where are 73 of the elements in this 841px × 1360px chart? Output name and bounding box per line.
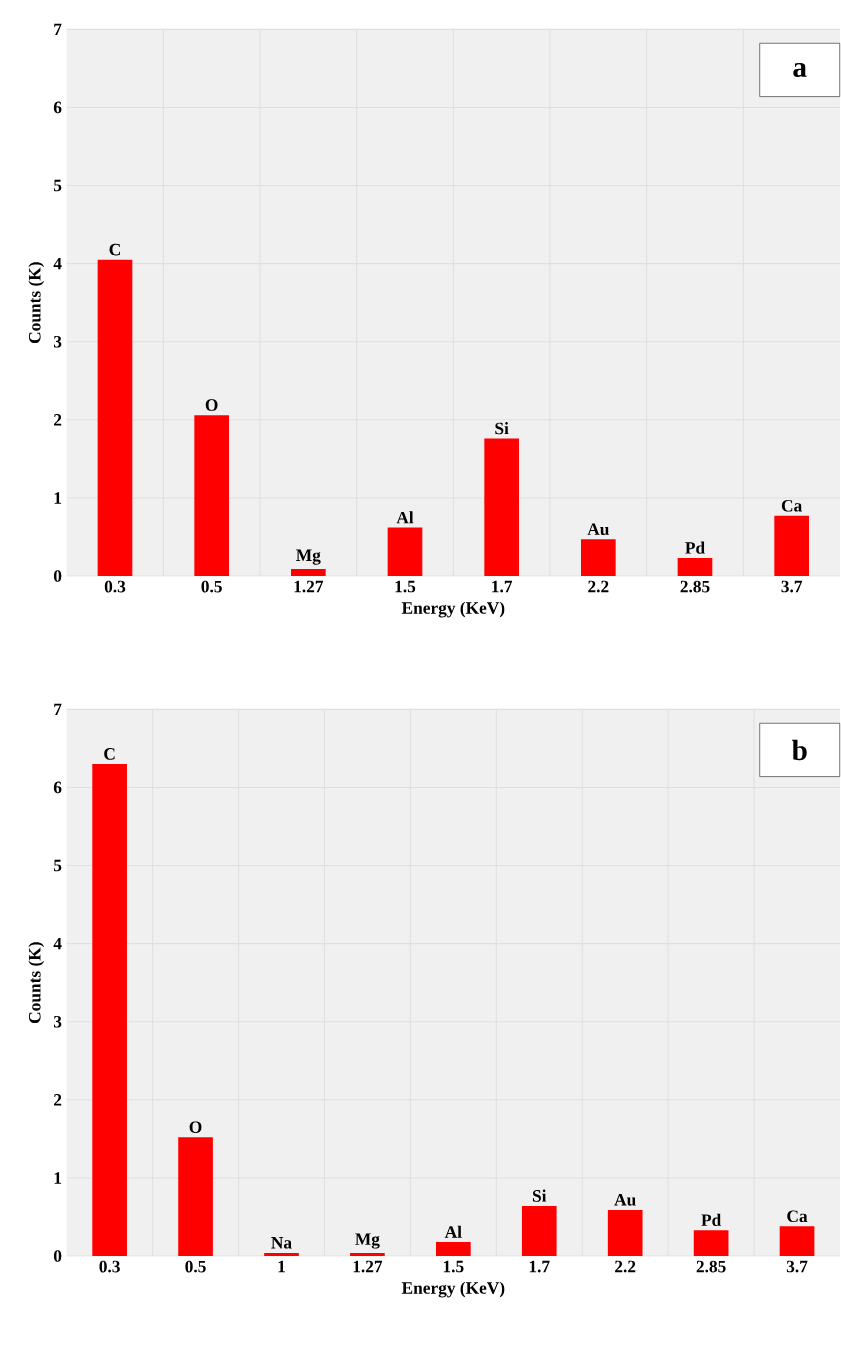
y-tick-label: 4	[53, 937, 62, 950]
y-tick-label: 5	[54, 859, 62, 872]
y-tick-label: 1	[54, 1172, 62, 1184]
x-tick-label: 2.2	[615, 1260, 636, 1273]
annotation: Ca	[782, 499, 803, 512]
y-axis-title: Counts (K)	[28, 942, 45, 1024]
annotation: Mg	[296, 549, 321, 565]
x-tick-label: 1.27	[294, 580, 324, 593]
x-tick-label: 1.7	[530, 1260, 550, 1273]
y-tick-label: 3	[54, 1015, 62, 1028]
x-tick-label: 3.7	[781, 580, 803, 593]
annotation: Na	[271, 1237, 293, 1249]
x-tick-label: 1.5	[444, 1260, 464, 1273]
y-tick-label: 2	[54, 1094, 62, 1106]
x-tick-label: 2.85	[680, 580, 710, 593]
x-axis-title: Energy (KeV)	[402, 1281, 505, 1298]
bar	[522, 1206, 557, 1256]
x-tick-label: 1.27	[353, 1260, 383, 1273]
y-tick-label: 7	[54, 23, 62, 36]
x-tick-label: 1.5	[395, 580, 416, 593]
x-tick-label: 2.85	[696, 1260, 726, 1273]
y-tick-label: 2	[54, 414, 62, 426]
bar	[608, 1209, 643, 1256]
bar	[581, 539, 616, 577]
y-tick-label: 0	[54, 570, 62, 582]
y-tick-label: 6	[54, 781, 62, 794]
annotation: Ca	[787, 1210, 808, 1223]
y-tick-label: 4	[53, 257, 62, 270]
annotation: Au	[587, 523, 610, 536]
bar	[436, 1241, 471, 1256]
x-tick-label: 1	[278, 1260, 286, 1273]
y-tick-label: 5	[54, 179, 62, 192]
annotation: Mg	[355, 1233, 380, 1249]
x-tick-label: 1.7	[492, 580, 513, 593]
y-tick-label: 7	[54, 703, 62, 716]
x-axis-title: Energy (KeV)	[402, 601, 505, 618]
y-tick-label: 0	[54, 1250, 62, 1262]
y-tick-label: 6	[54, 101, 62, 114]
bar	[291, 568, 326, 577]
annotation: C	[104, 748, 115, 760]
bar	[92, 764, 128, 1256]
annotation: O	[189, 1121, 202, 1134]
bar	[694, 1230, 729, 1256]
annotation: b	[792, 739, 807, 761]
bar	[350, 1252, 385, 1256]
x-tick-label: 3.7	[787, 1260, 808, 1273]
bar	[677, 558, 713, 577]
annotation: Pd	[685, 541, 706, 554]
x-tick-label: 0.5	[201, 580, 223, 593]
x-tick-label: 0.3	[105, 580, 126, 593]
bar	[97, 259, 133, 577]
annotation: Al	[445, 1225, 462, 1238]
annotation: Si	[533, 1189, 547, 1202]
annotation: Pd	[701, 1213, 722, 1226]
bar	[264, 1252, 300, 1256]
x-tick-label: 0.3	[99, 1260, 121, 1273]
y-tick-label: 1	[54, 492, 62, 504]
y-axis-title: Counts (K)	[28, 262, 45, 344]
annotation: Si	[495, 422, 509, 435]
x-tick-label: 2.2	[588, 580, 609, 593]
y-tick-label: 3	[54, 335, 62, 348]
annotation: Au	[614, 1194, 637, 1206]
bar	[387, 527, 423, 577]
bar	[779, 1226, 815, 1256]
annotation: C	[109, 243, 121, 256]
bar	[774, 515, 810, 577]
bar	[178, 1137, 214, 1256]
x-tick-label: 0.5	[185, 1260, 206, 1273]
bar	[194, 415, 230, 577]
bar	[484, 438, 520, 577]
annotation: Al	[396, 511, 414, 524]
annotation: O	[206, 399, 218, 411]
annotation: a	[793, 62, 807, 77]
